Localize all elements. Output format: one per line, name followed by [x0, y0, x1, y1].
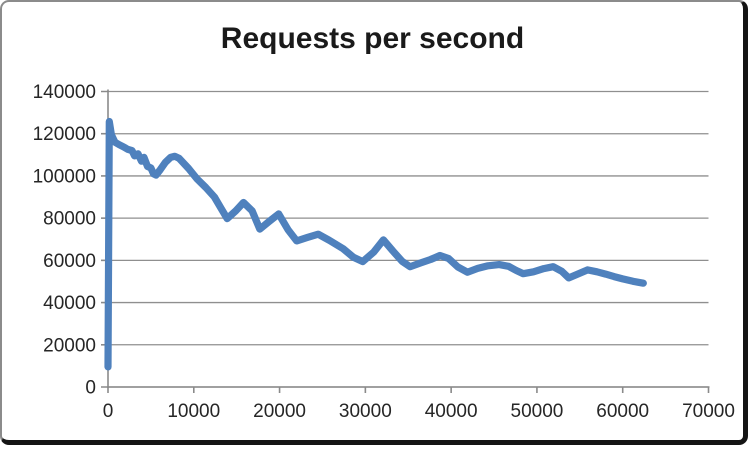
x-tick-label: 0: [103, 401, 114, 422]
y-tick-label: 0: [85, 378, 96, 399]
chart-title: Requests per second: [220, 22, 525, 55]
x-tick-label: 30000: [339, 401, 392, 422]
y-tick-label: 40000: [43, 293, 96, 314]
y-tick-label: 100000: [33, 166, 96, 187]
x-tick-label: 20000: [253, 401, 306, 422]
x-tick-label: 40000: [425, 401, 478, 422]
chart-plot-area: 0 20000 40000 60000 80000 100000 120000 140000 0…: [33, 82, 735, 422]
y-tick-label: 120000: [33, 124, 96, 145]
series-line: [104, 117, 647, 371]
x-tick-label: 70000: [682, 401, 735, 422]
y-tick-label: 20000: [43, 335, 96, 356]
chart-frame: Requests per second 0 20000 40000 60000 8000…: [0, 0, 748, 445]
x-tick-label: 60000: [596, 401, 649, 422]
x-tick-label: 50000: [511, 401, 564, 422]
y-tick-label: 80000: [43, 209, 96, 230]
y-tick-label: 140000: [33, 82, 96, 103]
x-tick-label: 10000: [167, 401, 220, 422]
y-tick-label: 60000: [43, 251, 96, 272]
